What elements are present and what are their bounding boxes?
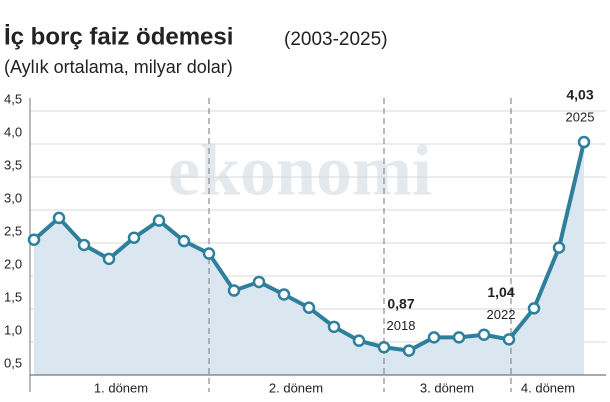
y-tick-label: 2,0 (4, 256, 22, 271)
period-label: 4. dönem (521, 380, 575, 395)
y-tick-label: 3,5 (4, 157, 22, 172)
point (402, 344, 416, 357)
point (277, 288, 291, 301)
y-tick-label: 2,5 (4, 223, 22, 238)
value-label: 1,04 (487, 284, 514, 300)
point (77, 238, 91, 252)
y-tick-label: 1,0 (4, 322, 22, 337)
point (502, 333, 516, 346)
y-tick-label: 4,5 (4, 91, 22, 106)
point (552, 241, 566, 254)
chart-title-note: (2003-2025) (284, 29, 388, 50)
period-label: 3. dönem (420, 380, 474, 395)
point (477, 328, 491, 341)
point (377, 341, 391, 354)
point (427, 331, 441, 344)
point (152, 214, 166, 227)
point (577, 135, 591, 149)
point (127, 231, 141, 244)
point (202, 247, 216, 260)
x-tick-label: 2022 (487, 307, 516, 322)
point (177, 234, 191, 248)
chart-title: İç borç faiz ödemesi (4, 23, 233, 50)
value-label: 0,87 (387, 295, 414, 311)
point (527, 302, 541, 315)
point (327, 320, 341, 334)
y-tick-label: 4,0 (4, 124, 22, 139)
watermark: ekonomi (168, 131, 432, 211)
x-tick-label: 2018 (387, 318, 416, 333)
point (302, 301, 316, 314)
point (227, 284, 241, 297)
value-label: 4,03 (566, 87, 593, 103)
area (34, 142, 584, 375)
y-tick-label: 1,5 (4, 289, 22, 304)
chart-subtitle: (Aylık ortalama, milyar dolar) (4, 57, 233, 77)
period-label: 2. dönem (269, 380, 323, 395)
point (452, 331, 466, 344)
y-tick-label: 3,0 (4, 190, 22, 205)
point (102, 252, 116, 266)
point (252, 275, 266, 289)
point (52, 211, 66, 225)
y-tick-label: 0,5 (4, 355, 22, 370)
point (27, 233, 41, 246)
x-tick-label: 2025 (566, 109, 595, 124)
period-label: 1. dönem (94, 380, 148, 395)
point (352, 334, 366, 347)
